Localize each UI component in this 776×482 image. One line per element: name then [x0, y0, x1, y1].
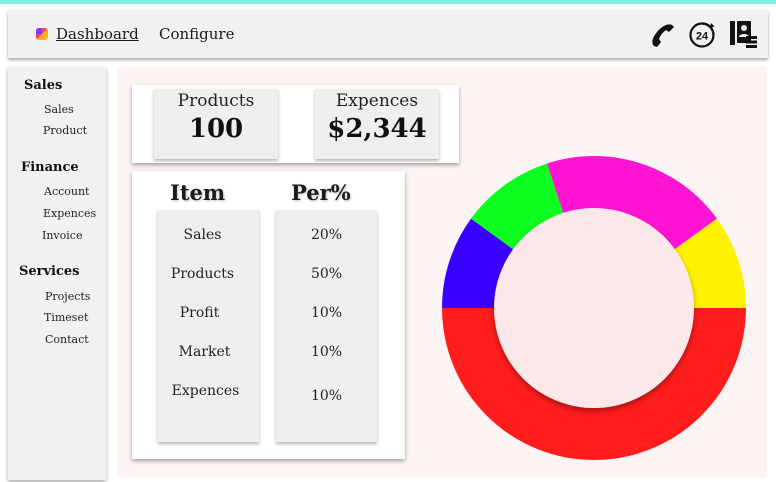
table-cell-item: Expences	[171, 383, 240, 399]
donut-center	[494, 208, 694, 408]
expences-stat-label: Expences	[335, 91, 419, 111]
top-accent-bar	[0, 0, 776, 4]
table-cell-percent: 10%	[310, 344, 343, 360]
nav-dashboard-link[interactable]: Dashboard	[56, 25, 139, 43]
sidebar-item-timeset[interactable]: Timeset	[44, 311, 89, 324]
phone-icon[interactable]	[648, 20, 678, 52]
products-stat-label: Products	[177, 91, 255, 111]
table-cell-percent: 50%	[310, 266, 343, 282]
sidebar-item-contact[interactable]: Contact	[45, 333, 89, 346]
table-cell-item: Profit	[179, 305, 220, 321]
app-logo-icon	[36, 28, 48, 40]
table-cell-percent: 10%	[310, 305, 343, 321]
table-cell-item: Products	[170, 266, 235, 282]
table-cell-percent: 20%	[310, 227, 343, 243]
sidebar-group-services: Services	[19, 264, 80, 279]
sidebar-item-expences[interactable]: Expences	[43, 207, 97, 220]
sidebar-item-account[interactable]: Account	[44, 185, 90, 198]
item-column	[158, 210, 259, 442]
expences-stat-card: Expences $2,344	[315, 89, 439, 159]
top-navbar: Dashboard Configure 24	[8, 10, 768, 58]
expences-stat-value: $2,344	[327, 114, 427, 144]
contacts-icon[interactable]	[728, 18, 758, 50]
sidebar	[8, 67, 106, 480]
donut-chart	[442, 156, 746, 460]
products-stat-value: 100	[188, 114, 244, 144]
table-cell-item: Market	[178, 344, 231, 360]
sidebar-group-finance: Finance	[21, 160, 79, 175]
sidebar-item-product[interactable]: Product	[43, 124, 87, 137]
nav-configure-link[interactable]: Configure	[159, 25, 235, 43]
sidebar-group-sales: Sales	[24, 78, 63, 93]
column-header-percent: Per%	[291, 180, 351, 205]
sidebar-item-projects[interactable]: Projects	[45, 290, 91, 303]
column-header-item: Item	[170, 180, 226, 205]
sidebar-item-sales[interactable]: Sales	[44, 103, 74, 116]
products-stat-card: Products 100	[154, 89, 278, 159]
clock-24-label: 24	[696, 31, 709, 43]
percent-column	[276, 210, 377, 442]
clock-24-icon[interactable]: 24	[687, 19, 717, 51]
sidebar-item-invoice[interactable]: Invoice	[42, 229, 83, 242]
table-cell-item: Sales	[183, 227, 222, 243]
table-cell-percent: 10%	[310, 388, 343, 404]
